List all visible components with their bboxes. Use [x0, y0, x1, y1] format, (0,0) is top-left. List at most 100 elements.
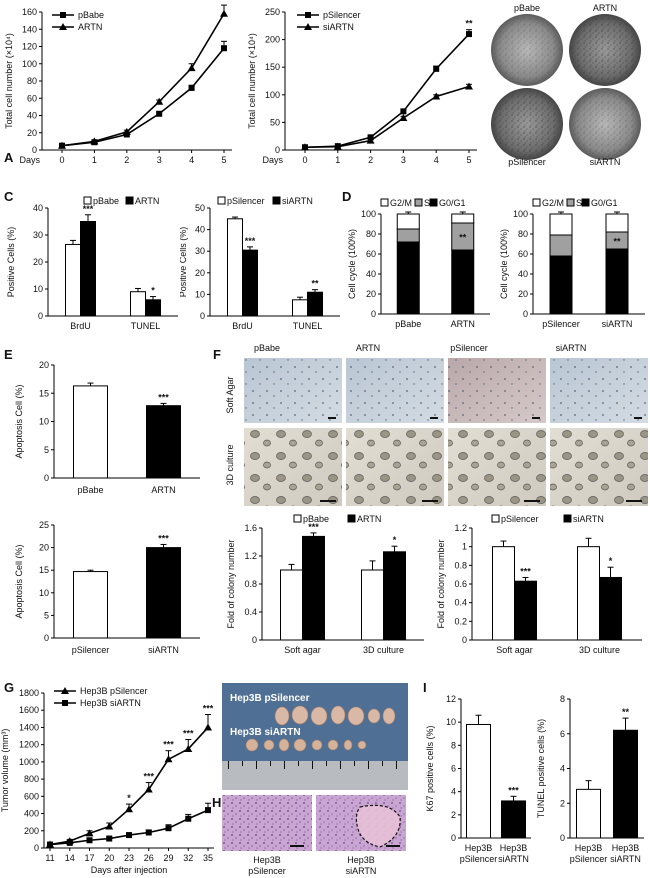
I2-ytick-label: 8	[560, 694, 565, 704]
F2-ytick-label: 1.2	[454, 523, 467, 533]
G-ylabel: Tumor volume (mm³)	[0, 729, 10, 813]
F2-ytick-label: 0.2	[454, 616, 467, 626]
D1-ytick-label: 60	[366, 249, 376, 259]
I1-ytick-label: 6	[451, 764, 456, 774]
G-ytick-label: 200	[24, 826, 39, 836]
G-legend-label: Hep3B pSilencer	[80, 686, 148, 696]
I2-ytick-label: 2	[560, 798, 565, 808]
C2-legend-label: pSilencer	[227, 196, 265, 206]
G-xtick-label: 35	[203, 853, 213, 863]
h-label-1a: Hep3B	[253, 855, 281, 865]
f-col-artn: ARTN	[356, 343, 380, 353]
A1-ytick-label: 120	[22, 42, 37, 52]
D1-segment-g0-g1	[396, 241, 420, 315]
G-point	[105, 822, 114, 830]
A1-ytick-label: 80	[27, 76, 37, 86]
D1-legend-swatch	[380, 198, 389, 207]
E1-bar-control	[73, 385, 108, 479]
C2-ytick-label: 50	[195, 203, 205, 213]
G-point	[126, 832, 132, 839]
chart-i1: 0 2 4 6 8 10 12 K67 positive cells (%) Hep3BpSil…	[425, 694, 531, 864]
C2-category-label: TUNEL	[293, 321, 323, 331]
G-ytick-label: 0	[34, 843, 39, 853]
A1-xtick-label: 2	[124, 155, 129, 165]
G-significance: *	[127, 793, 131, 803]
D2-ytick-label: 0	[523, 309, 528, 319]
soft-agar-row	[244, 358, 648, 423]
G-ytick-label: 1200	[19, 740, 39, 750]
I2-category-label: siARTN	[610, 854, 641, 864]
C2-ytick-label: 30	[195, 246, 205, 256]
C2-ytick-label: 10	[195, 289, 205, 299]
F2-ytick-label: 1	[462, 542, 467, 552]
A1-xtick-label: 4	[189, 155, 194, 165]
G-xtick-label: 14	[65, 853, 75, 863]
F1-legend-label: ARTN	[357, 514, 381, 524]
G-ytick-label: 400	[24, 809, 39, 819]
E2-ytick-label: 5	[44, 610, 49, 620]
I2-category-label: Hep3B	[575, 843, 603, 853]
C1-legend-swatch	[83, 196, 92, 205]
D2-segment-g0-g1	[605, 248, 629, 315]
C2-bar-control	[227, 218, 243, 317]
A2-ytick-label: 250	[265, 7, 280, 17]
chart-f2: 0 0.2 0.4 0.6 0.8 1 1.2 Fold of colony number So…	[436, 514, 642, 655]
G-point	[47, 841, 53, 848]
F2-ytick-label: 0.6	[454, 579, 467, 589]
chart-e1: 0 5 10 15 20 Apoptosis Cell (%) pBabe ARTN ***	[14, 360, 200, 495]
A1-ytick-label: 140	[22, 24, 37, 34]
I1-ytick-label: 8	[451, 740, 456, 750]
A1-xlabel: Days	[19, 155, 40, 165]
A1-xtick-label: 5	[221, 155, 226, 165]
A2-ytick-label: 200	[265, 35, 280, 45]
D1-legend-swatch	[414, 198, 423, 207]
A2-point	[301, 143, 309, 151]
G-xtick-label: 26	[144, 853, 154, 863]
C2-legend-swatch	[272, 196, 281, 205]
F2-ylabel: Fold of colony number	[436, 539, 446, 628]
I2-bar-control	[576, 788, 601, 839]
C1-ylabel: Positive Cells (%)	[6, 227, 16, 298]
C2-ylabel: Positive Cells (%)	[180, 227, 188, 298]
A2-ytick-label: 100	[265, 90, 280, 100]
I2-ytick-label: 6	[560, 729, 565, 739]
A1-series-line-1	[61, 13, 225, 147]
E1-ytick-label: 10	[39, 417, 49, 427]
colony-micrographs-panel: pBabe ARTN pSilencer siARTN Soft Agar 3D…	[225, 343, 648, 506]
D1-ylabel: Cell cycle (100%)	[347, 229, 357, 299]
chart-d1: 0 20 40 60 80 100 Cell cycle (100%) pBabe ARTN **…	[347, 198, 490, 329]
G-ytick-label: 1800	[19, 688, 39, 698]
E2-bar-control	[73, 571, 108, 639]
I1-bar-control	[466, 723, 491, 839]
A1-ylabel: Total cell number (×10⁴)	[4, 33, 14, 129]
panel-label-d: D	[342, 189, 352, 204]
f-col-psilencer: pSilencer	[450, 343, 488, 353]
G-series-line-0	[49, 726, 209, 846]
G-point	[86, 837, 93, 844]
panel-label-e: E	[4, 347, 13, 362]
C1-ytick-label: 10	[33, 284, 43, 294]
panel-label-a: A	[4, 150, 14, 165]
A2-point	[305, 12, 311, 18]
f-col-siartn: siARTN	[556, 343, 587, 353]
A2-significance: **	[465, 19, 473, 29]
G-point	[144, 785, 153, 793]
3d-culture-row	[244, 428, 648, 506]
G-xtick-label: 11	[45, 853, 54, 863]
D1-ytick-label: 0	[371, 309, 376, 319]
A2-xtick-label: 0	[302, 155, 307, 165]
chart-f1: 0 0.4 0.8 1.2 1.6 Fold of colony number Soft a…	[226, 514, 424, 655]
C1-bar-treated	[80, 221, 96, 317]
A2-xtick-label: 4	[434, 155, 439, 165]
panel-label-h: H	[212, 795, 222, 810]
h-label-1b: pSilencer	[248, 866, 286, 876]
panel-label-f: F	[213, 347, 221, 362]
A2-point	[466, 31, 472, 38]
I1-ytick-label: 0	[451, 833, 456, 843]
D2-legend-swatch	[532, 198, 541, 207]
F2-significance: *	[609, 556, 613, 566]
D1-segment-g0-g1	[451, 249, 475, 315]
F2-legend-swatch	[563, 514, 572, 523]
A1-xtick-label: 1	[92, 155, 97, 165]
